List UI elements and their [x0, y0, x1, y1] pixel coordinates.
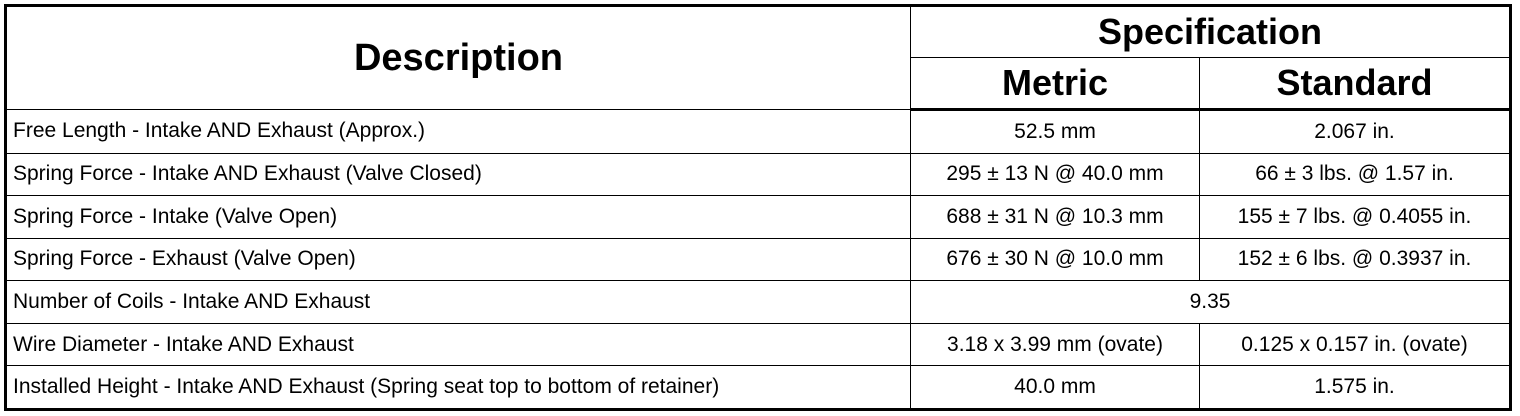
table-row: Spring Force - Exhaust (Valve Open) 676 …: [5, 237, 1511, 282]
standard-cell: 155 ± 7 lbs. @ 0.4055 in.: [1199, 195, 1511, 239]
metric-cell: 295 ± 13 N @ 40.0 mm: [910, 152, 1200, 197]
standard-cell: 0.125 x 0.157 in. (ovate): [1199, 322, 1511, 367]
description-cell: Spring Force - Intake (Valve Open): [5, 195, 911, 239]
combined-value-cell: 9.35: [910, 280, 1511, 324]
description-cell: Free Length - Intake AND Exhaust (Approx…: [5, 109, 911, 154]
description-cell: Wire Diameter - Intake AND Exhaust: [5, 322, 911, 367]
description-cell: Spring Force - Intake AND Exhaust (Valve…: [5, 152, 911, 197]
header-specification: Specification: [910, 5, 1511, 58]
header-description: Description: [5, 5, 911, 110]
metric-cell: 3.18 x 3.99 mm (ovate): [910, 322, 1200, 367]
standard-cell: 1.575 in.: [1199, 365, 1511, 410]
table-row: Spring Force - Intake AND Exhaust (Valve…: [5, 152, 1511, 197]
standard-cell: 2.067 in.: [1199, 109, 1511, 154]
description-cell: Number of Coils - Intake AND Exhaust: [5, 280, 911, 324]
standard-cell: 152 ± 6 lbs. @ 0.3937 in.: [1199, 237, 1511, 282]
metric-cell: 52.5 mm: [910, 109, 1200, 154]
metric-cell: 688 ± 31 N @ 10.3 mm: [910, 195, 1200, 239]
specification-table: Description Specification Metric Standar…: [4, 4, 1512, 411]
table-row: Wire Diameter - Intake AND Exhaust 3.18 …: [5, 322, 1511, 367]
description-cell: Spring Force - Exhaust (Valve Open): [5, 237, 911, 282]
metric-cell: 676 ± 30 N @ 10.0 mm: [910, 237, 1200, 282]
table-row: Free Length - Intake AND Exhaust (Approx…: [5, 109, 1511, 154]
table-row: Spring Force - Intake (Valve Open) 688 ±…: [5, 195, 1511, 239]
description-cell: Installed Height - Intake AND Exhaust (S…: [5, 365, 911, 410]
header-standard: Standard: [1199, 57, 1511, 111]
metric-cell: 40.0 mm: [910, 365, 1200, 410]
table-row: Number of Coils - Intake AND Exhaust 9.3…: [5, 280, 1511, 324]
header-metric: Metric: [910, 57, 1200, 111]
table-row: Installed Height - Intake AND Exhaust (S…: [5, 365, 1511, 410]
standard-cell: 66 ± 3 lbs. @ 1.57 in.: [1199, 152, 1511, 197]
